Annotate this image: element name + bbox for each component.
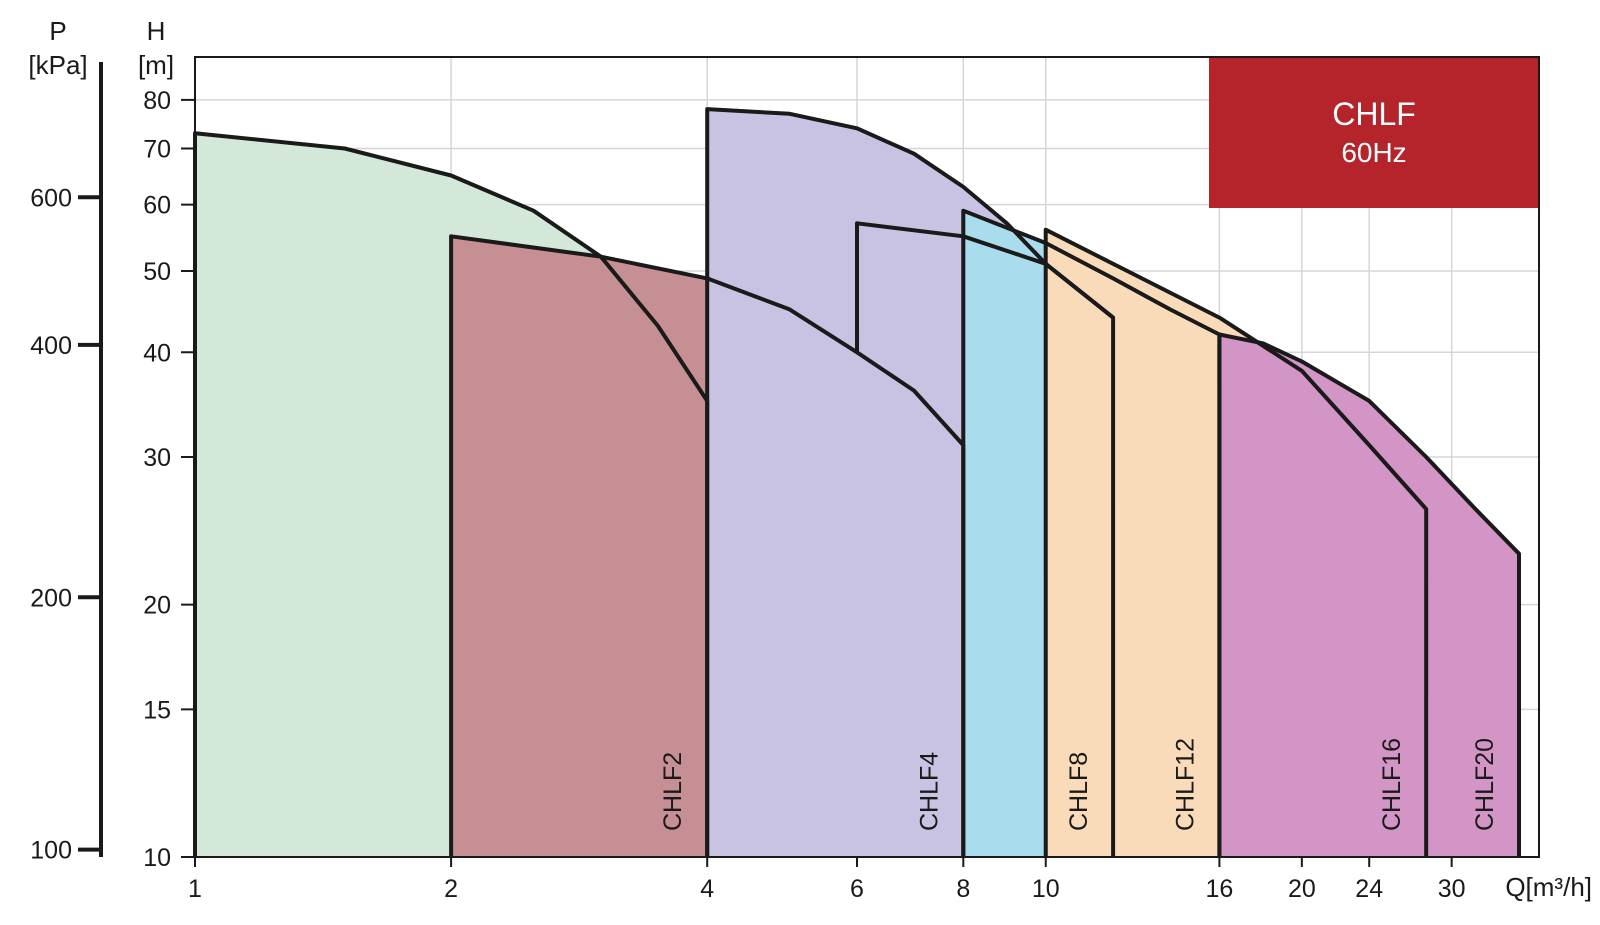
x-tick-label-1: 1 [188,875,202,903]
y-tick-label-30: 30 [143,444,171,472]
p-tick-label-100: 100 [30,837,72,865]
x-tick-label-24: 24 [1355,875,1383,903]
y-tick-label-70: 70 [143,136,171,164]
series-label-chlf2: CHLF2 [659,752,687,831]
x-tick-label-30: 30 [1438,875,1466,903]
series-label-chlf12: CHLF12 [1171,738,1199,831]
series-label-chlf4: CHLF4 [915,752,943,831]
pressure-axis-symbol: P [49,16,66,46]
x-tick-label-10: 10 [1032,875,1060,903]
p-tick-label-200: 200 [30,584,72,612]
series-outline-chlf20 [1217,332,1522,858]
x-tick-label-8: 8 [956,875,970,903]
p-tick-label-600: 600 [30,184,72,212]
y-tick-label-20: 20 [143,592,171,620]
series-outline-chlf2 [193,131,710,858]
y-tick-label-50: 50 [143,258,171,286]
x-tick-label-2: 2 [444,875,458,903]
brand-box-title: CHLF [1332,96,1416,132]
x-tick-label-20: 20 [1288,875,1316,903]
flow-axis-label: Q[m³/h] [1505,872,1592,902]
y-tick-label-40: 40 [143,339,171,367]
series-label-chlf20: CHLF20 [1471,738,1499,831]
y-tick-label-80: 80 [143,87,171,115]
head-axis-unit: [m] [138,50,174,80]
series-outline-chlf16 [1043,227,1429,858]
y-tick-label-15: 15 [143,696,171,724]
series-label-chlf8: CHLF8 [1065,752,1093,831]
y-tick-label-60: 60 [143,192,171,220]
brand-box: CHLF 60Hz [1209,57,1539,208]
series-label-chlf16: CHLF16 [1378,738,1406,831]
series-outline-chlf4 [449,234,966,858]
x-tick-label-16: 16 [1205,875,1233,903]
series-fills [195,109,1520,858]
series-labels: CHLF2 CHLF4 CHLF8 CHLF12 CHLF16 CHLF20 [659,738,1499,831]
head-axis-symbol: H [147,16,166,46]
p-tick-label-400: 400 [30,332,72,360]
x-tick-label-4: 4 [700,875,714,903]
pressure-axis-unit: [kPa] [28,50,87,80]
series-outlines [193,107,1522,858]
axis-ticks: 1 2 4 6 8 10 16 20 24 301015203040506070801002004… [30,87,1465,903]
y-tick-label-10: 10 [143,844,171,872]
brand-box-background [1209,57,1539,208]
series-area-chlf20 [1219,334,1520,857]
brand-box-subtitle: 60Hz [1341,137,1406,168]
x-tick-label-6: 6 [850,875,864,903]
